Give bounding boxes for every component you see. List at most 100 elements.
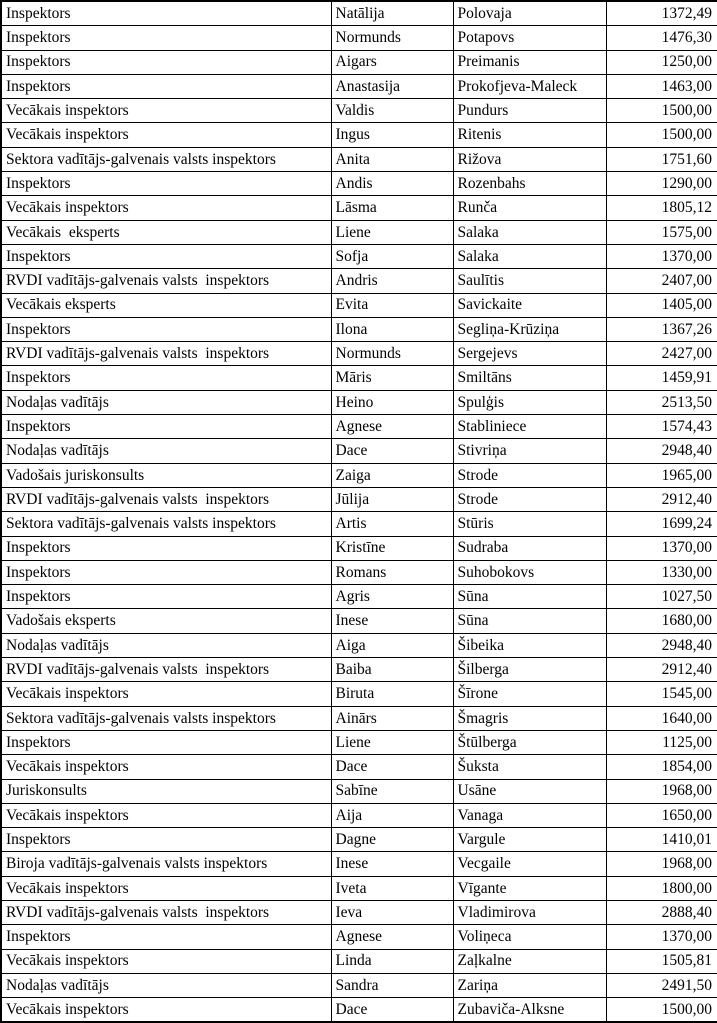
table-row: Vecākais eksperts Liene Salaka 1575,00 [0, 219, 717, 245]
table-row: Vecākais inspektors Ingus Ritenis 1500,0… [0, 122, 717, 148]
table-row: Inspektors Agris Sūna 1027,50 [0, 584, 717, 610]
first-name-cell: Agnese [330, 414, 454, 440]
amount-cell: 2948,40 [605, 632, 717, 659]
last-name-cell: Vīgante [452, 875, 607, 901]
table-row: Sektora vadītājs-galvenais valsts inspek… [0, 705, 717, 731]
position-cell: Vecākais inspektors [0, 875, 332, 901]
position-cell: Inspektors [0, 827, 332, 853]
first-name-cell: Liene [330, 729, 454, 756]
last-name-cell: Segliņa-Krūziņa [452, 316, 607, 343]
table-row: Inspektors Māris Smiltāns 1459,91 [0, 365, 717, 391]
amount-cell: 2427,00 [605, 341, 717, 367]
first-name-cell: Baiba [330, 657, 454, 683]
table-row: Nodaļas vadītājs Sandra Zariņa 2491,50 [0, 972, 717, 999]
first-name-cell: Sabīne [330, 778, 454, 804]
amount-cell: 2948,40 [605, 438, 717, 464]
last-name-cell: Vecgaile [452, 851, 607, 877]
position-cell: Inspektors [0, 535, 332, 561]
table-row: Inspektors Dagne Vargule 1410,01 [0, 827, 717, 853]
last-name-cell: Saulītis [452, 268, 607, 294]
position-cell: Inspektors [0, 243, 332, 270]
first-name-cell: Liene [330, 219, 454, 245]
table-row: Inspektors Natālija Polovaja 1372,49 [0, 0, 717, 27]
last-name-cell: Prokofjeva-Maleck [452, 73, 607, 100]
position-cell: Vecākais inspektors [0, 802, 332, 829]
position-cell: Nodaļas vadītājs [0, 438, 332, 464]
last-name-cell: Rižova [452, 146, 607, 173]
position-cell: Sektora vadītājs-galvenais valsts inspek… [0, 705, 332, 731]
amount-cell: 1650,00 [605, 802, 717, 829]
last-name-cell: Voliņeca [452, 924, 607, 950]
position-cell: Vecākais inspektors [0, 754, 332, 780]
position-cell: Sektora vadītājs-galvenais valsts inspek… [0, 511, 332, 537]
first-name-cell: Linda [330, 948, 454, 974]
amount-cell: 1405,00 [605, 292, 717, 318]
table-row: Vadošais juriskonsults Zaiga Strode 1965… [0, 462, 717, 488]
last-name-cell: Šibeika [452, 632, 607, 659]
last-name-cell: Vanaga [452, 802, 607, 829]
position-cell: Vecākais inspektors [0, 98, 332, 124]
position-cell: Biroja vadītājs-galvenais valsts inspekt… [0, 851, 332, 877]
table-row: Vecākais inspektors Dace Zubaviča-Alksne… [0, 997, 717, 1023]
first-name-cell: Māris [330, 365, 454, 391]
first-name-cell: Anita [330, 146, 454, 173]
first-name-cell: Inese [330, 851, 454, 877]
first-name-cell: Biruta [330, 681, 454, 707]
amount-cell: 1968,00 [605, 851, 717, 877]
first-name-cell: Artis [330, 511, 454, 537]
last-name-cell: Ritenis [452, 122, 607, 148]
amount-cell: 1500,00 [605, 997, 717, 1023]
first-name-cell: Agnese [330, 924, 454, 950]
table-row: Sektora vadītājs-galvenais valsts inspek… [0, 511, 717, 537]
table-row: Vadošais eksperts Inese Sūna 1680,00 [0, 608, 717, 634]
table-row: Vecākais inspektors Linda Zaļkalne 1505,… [0, 948, 717, 974]
last-name-cell: Šuksta [452, 754, 607, 780]
last-name-cell: Sergejevs [452, 341, 607, 367]
position-cell: Nodaļas vadītājs [0, 972, 332, 999]
table-row: Vecākais inspektors Lāsma Runča 1805,12 [0, 195, 717, 221]
amount-cell: 1027,50 [605, 584, 717, 610]
position-cell: Inspektors [0, 0, 332, 27]
amount-cell: 1372,49 [605, 0, 717, 27]
position-cell: Inspektors [0, 25, 332, 51]
position-cell: Vecākais eksperts [0, 292, 332, 318]
amount-cell: 1500,00 [605, 98, 717, 124]
first-name-cell: Dace [330, 438, 454, 464]
last-name-cell: Stabliniece [452, 414, 607, 440]
table-row: Inspektors Kristīne Sudraba 1370,00 [0, 535, 717, 561]
first-name-cell: Ingus [330, 122, 454, 148]
first-name-cell: Aija [330, 802, 454, 829]
position-cell: Vadošais juriskonsults [0, 462, 332, 488]
first-name-cell: Zaiga [330, 462, 454, 488]
first-name-cell: Sandra [330, 972, 454, 999]
amount-cell: 1125,00 [605, 729, 717, 756]
last-name-cell: Spulģis [452, 389, 607, 416]
table-row: Vecākais inspektors Dace Šuksta 1854,00 [0, 754, 717, 780]
amount-cell: 1968,00 [605, 778, 717, 804]
position-cell: Vecākais inspektors [0, 681, 332, 707]
amount-cell: 1370,00 [605, 535, 717, 561]
amount-cell: 2491,50 [605, 972, 717, 999]
position-cell: Inspektors [0, 559, 332, 586]
amount-cell: 1640,00 [605, 705, 717, 731]
position-cell: Inspektors [0, 414, 332, 440]
amount-cell: 1367,26 [605, 316, 717, 343]
table-row: Vecākais inspektors Biruta Šīrone 1545,0… [0, 681, 717, 707]
first-name-cell: Agris [330, 584, 454, 610]
amount-cell: 2912,40 [605, 657, 717, 683]
amount-cell: 1290,00 [605, 171, 717, 197]
table-row: Inspektors Aigars Preimanis 1250,00 [0, 49, 717, 75]
last-name-cell: Strode [452, 462, 607, 488]
position-cell: Inspektors [0, 49, 332, 75]
first-name-cell: Valdis [330, 98, 454, 124]
first-name-cell: Evita [330, 292, 454, 318]
last-name-cell: Smiltāns [452, 365, 607, 391]
last-name-cell: Strode [452, 486, 607, 513]
last-name-cell: Salaka [452, 219, 607, 245]
table-row: Inspektors Agnese Stabliniece 1574,43 [0, 414, 717, 440]
amount-cell: 1370,00 [605, 243, 717, 270]
last-name-cell: Sudraba [452, 535, 607, 561]
amount-cell: 1805,12 [605, 195, 717, 221]
first-name-cell: Aigars [330, 49, 454, 75]
